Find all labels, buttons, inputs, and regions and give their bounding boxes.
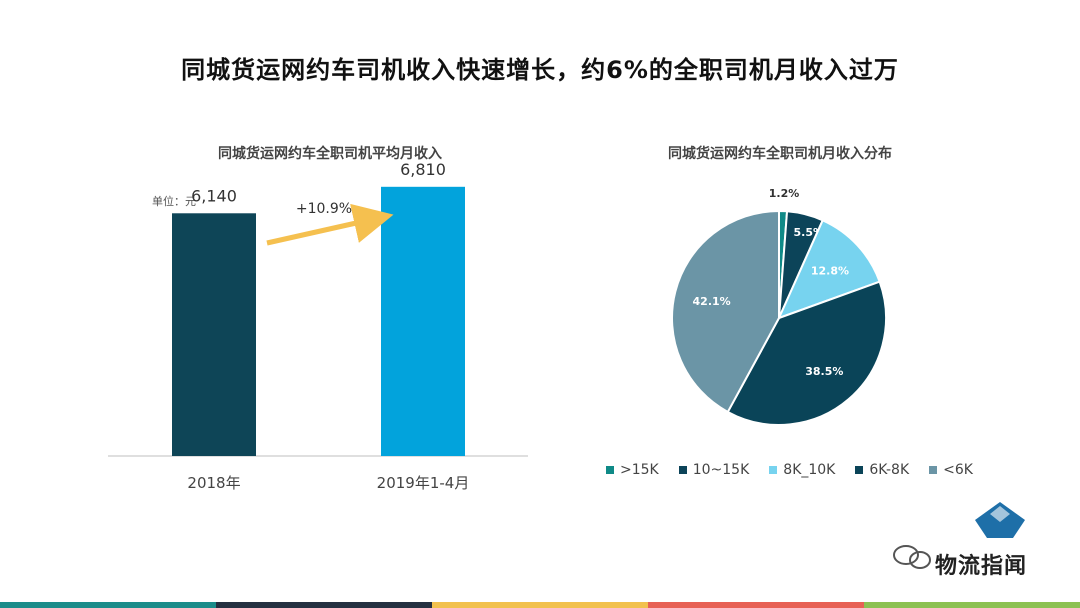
pie-legend: >15K 10~15K 8K_10K 6K-8K <6K (606, 462, 973, 478)
legend-label: 10~15K (692, 462, 750, 478)
growth-arrow (266, 203, 394, 246)
stripe-segment (0, 602, 216, 608)
bar-category-label-2018: 2018年 (187, 474, 240, 492)
bar-value-label-2019: 6,810 (400, 160, 446, 179)
pie-slice (671, 209, 780, 414)
stripe-segment (216, 602, 432, 608)
legend-swatch (855, 466, 864, 474)
legend-item: >15K (606, 462, 659, 478)
chat-icon (893, 545, 931, 569)
bar-2018 (172, 213, 256, 456)
legend-swatch (678, 466, 687, 474)
legend-swatch (606, 466, 614, 474)
pie-chart-title: 同城货运网约车全职司机月收入分布 (668, 146, 892, 162)
bar-2019 (381, 186, 465, 457)
bottom-color-stripe (0, 602, 1080, 608)
stripe-segment (864, 602, 1080, 608)
legend-label: <6K (943, 462, 973, 478)
legend-swatch (929, 466, 938, 474)
pie-value-label: 12.8% (811, 265, 849, 278)
mountain-icon (975, 502, 1025, 538)
legend-label: >15K (620, 462, 659, 478)
stripe-segment (648, 602, 864, 608)
pie-value-label: 42.1% (693, 295, 731, 308)
pie-chart: 1.2%5.5%12.8%38.5%42.1% (671, 187, 887, 426)
stripe-segment (432, 602, 648, 608)
unit-label: 单位：元 (152, 195, 196, 208)
page-title: 同城货运网约车司机收入快速增长，约6%的全职司机月收入过万 (181, 56, 899, 84)
watermark-brand-text: 物流指闻 (935, 554, 1028, 579)
bar-chart-title: 同城货运网约车全职司机平均月收入 (218, 146, 442, 162)
pie-slice (777, 219, 881, 320)
pie-slice (726, 280, 887, 426)
growth-label: +10.9% (296, 201, 352, 217)
watermark-logo (893, 502, 1025, 569)
pie-value-label: 38.5% (805, 365, 843, 378)
legend-label: 6K-8K (869, 462, 910, 478)
legend-item: <6K (929, 462, 973, 478)
legend-item: 6K-8K (855, 462, 909, 478)
legend-item: 10~15K (678, 462, 750, 478)
legend-label: 8K_10K (783, 462, 836, 478)
bar-category-label-2019: 2019年1-4月 (377, 474, 470, 492)
bar-value-label-2018: 6,140 (191, 186, 237, 205)
pie-value-label: 1.2% (769, 187, 800, 200)
legend-item: 8K_10K (769, 462, 835, 478)
legend-swatch (769, 466, 778, 474)
